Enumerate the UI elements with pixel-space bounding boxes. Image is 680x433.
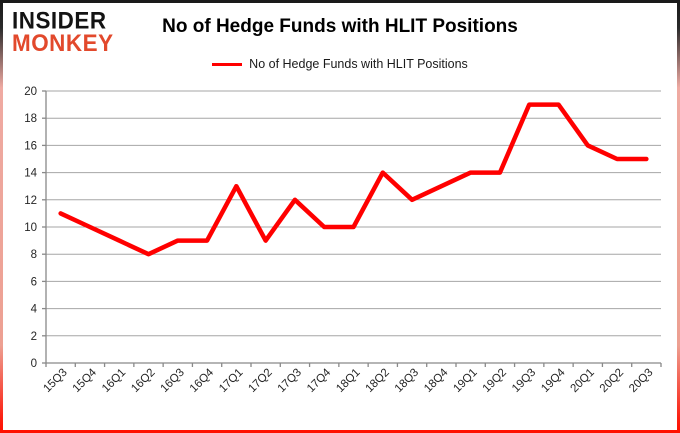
x-tick-label: 20Q1 bbox=[569, 367, 597, 395]
x-tick-label: 16Q2 bbox=[129, 367, 157, 395]
y-tick-label: 16 bbox=[24, 140, 37, 152]
logo-word-monkey: MONKEY bbox=[12, 29, 114, 57]
x-tick-label: 16Q4 bbox=[188, 366, 217, 395]
y-tick-label: 6 bbox=[31, 276, 37, 288]
x-tick-label: 20Q3 bbox=[627, 367, 655, 395]
x-tick-label: 15Q3 bbox=[41, 367, 69, 395]
x-tick-label: 15Q4 bbox=[71, 366, 100, 395]
x-tick-label: 17Q2 bbox=[246, 367, 274, 395]
x-tick-label: 18Q2 bbox=[364, 367, 392, 395]
y-tick-label: 10 bbox=[24, 222, 37, 234]
x-tick-label: 18Q4 bbox=[422, 366, 451, 395]
x-tick-label: 16Q1 bbox=[100, 367, 128, 395]
x-tick-label: 19Q1 bbox=[451, 367, 479, 395]
legend-line-swatch bbox=[212, 62, 243, 66]
x-tick-label: 17Q1 bbox=[217, 367, 245, 395]
x-tick-label: 19Q3 bbox=[510, 367, 538, 395]
x-tick-label: 20Q2 bbox=[598, 367, 626, 395]
insider-monkey-logo: INSIDER MONKEY bbox=[12, 8, 114, 57]
y-tick-label: 4 bbox=[31, 304, 38, 316]
y-tick-label: 12 bbox=[24, 195, 37, 207]
x-tick-label: 19Q4 bbox=[539, 366, 568, 395]
y-tick-label: 2 bbox=[31, 331, 37, 343]
y-tick-label: 20 bbox=[24, 86, 37, 98]
y-tick-label: 0 bbox=[31, 358, 37, 370]
x-tick-label: 18Q3 bbox=[393, 367, 421, 395]
x-tick-label: 17Q4 bbox=[305, 366, 334, 395]
x-tick-label: 19Q2 bbox=[481, 367, 509, 395]
series-line bbox=[58, 102, 649, 257]
y-tick-label: 14 bbox=[24, 168, 37, 180]
chart-legend: No of Hedge Funds with HLIT Positions bbox=[0, 57, 680, 71]
y-tick-label: 8 bbox=[31, 249, 37, 261]
legend-label: No of Hedge Funds with HLIT Positions bbox=[249, 57, 468, 71]
x-tick-label: 18Q1 bbox=[334, 367, 362, 395]
x-tick-label: 16Q3 bbox=[159, 367, 187, 395]
y-tick-label: 18 bbox=[24, 113, 37, 125]
x-tick-label: 17Q3 bbox=[276, 367, 304, 395]
